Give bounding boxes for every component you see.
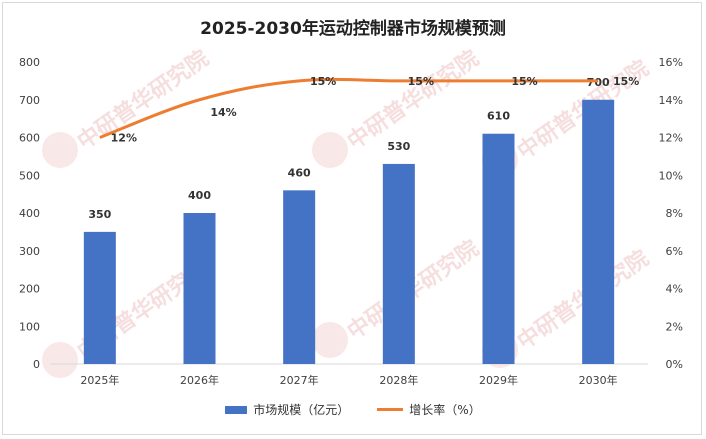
x-tick-label: 2028年 bbox=[379, 373, 418, 387]
right-tick-label: 4% bbox=[666, 283, 683, 296]
legend-label-bar: 市场规模（亿元） bbox=[253, 403, 350, 417]
watermark-layer: 中研普华研究院中研普华研究院中研普华研究院中研普华研究院中研普华研究院中研普华研… bbox=[42, 45, 654, 378]
bar bbox=[83, 231, 116, 364]
bar-data-label: 400 bbox=[188, 189, 211, 202]
watermark-text: 中研普华研究院 bbox=[343, 45, 484, 155]
bar bbox=[582, 99, 615, 364]
legend-swatch-bar bbox=[225, 405, 248, 414]
chart-title: 2025-2030年运动控制器市场规模预测 bbox=[200, 19, 506, 39]
bar-data-label: 350 bbox=[88, 208, 111, 221]
x-tick-label: 2030年 bbox=[579, 373, 618, 387]
legend-label-line: 增长率（%） bbox=[409, 403, 481, 417]
x-tick-label: 2026年 bbox=[180, 373, 219, 387]
left-tick-label: 600 bbox=[19, 132, 40, 145]
watermark-text: 中研普华研究院 bbox=[73, 45, 214, 155]
line-data-label: 15% bbox=[408, 75, 434, 88]
legend: 市场规模（亿元） 增长率（%） bbox=[0, 401, 706, 418]
right-tick-label: 2% bbox=[666, 320, 683, 333]
bar-data-label: 610 bbox=[487, 110, 510, 123]
line-data-label: 15% bbox=[613, 75, 639, 88]
bar-data-label: 460 bbox=[288, 166, 311, 179]
bar bbox=[183, 213, 216, 364]
watermark-seal bbox=[312, 322, 348, 358]
legend-item-bar: 市场规模（亿元） bbox=[225, 401, 349, 418]
line-data-label: 15% bbox=[310, 75, 336, 88]
left-tick-label: 300 bbox=[19, 245, 40, 258]
bar bbox=[283, 190, 316, 364]
watermark-seal bbox=[42, 342, 78, 378]
right-tick-label: 10% bbox=[659, 169, 683, 182]
line-data-label: 12% bbox=[111, 132, 137, 145]
line-labels: 12% 14% 15% 15% 15% 15% bbox=[111, 75, 640, 145]
left-tick-label: 100 bbox=[19, 320, 40, 333]
right-tick-label: 6% bbox=[666, 245, 683, 258]
left-tick-label: 400 bbox=[19, 207, 40, 220]
left-tick-label: 800 bbox=[19, 56, 40, 69]
growth-rate-line bbox=[99, 77, 599, 139]
left-tick-label: 200 bbox=[19, 283, 40, 296]
x-tick-label: 2027年 bbox=[280, 373, 319, 387]
left-axis: 0 100 200 300 400 500 600 700 800 bbox=[19, 56, 40, 371]
line-data-label: 14% bbox=[210, 106, 236, 119]
right-tick-label: 14% bbox=[659, 94, 683, 107]
right-tick-label: 8% bbox=[666, 207, 683, 220]
x-tick-label: 2029年 bbox=[479, 373, 518, 387]
watermark-seal bbox=[42, 132, 78, 168]
bar-data-label: 530 bbox=[387, 140, 410, 153]
right-tick-label: 12% bbox=[659, 132, 683, 145]
right-axis: 0% 2% 4% 6% 8% 10% 12% 14% 16% bbox=[659, 56, 683, 371]
watermark-seal bbox=[312, 132, 348, 168]
bar-series bbox=[83, 99, 615, 364]
bar bbox=[382, 163, 415, 364]
x-tick-label: 2025年 bbox=[80, 373, 119, 387]
left-tick-label: 500 bbox=[19, 169, 40, 182]
right-tick-label: 16% bbox=[659, 56, 683, 69]
legend-swatch-line bbox=[377, 408, 404, 411]
bar bbox=[482, 133, 515, 364]
line-data-label: 15% bbox=[511, 75, 537, 88]
left-tick-label: 0 bbox=[33, 358, 40, 371]
legend-item-line: 增长率（%） bbox=[377, 401, 481, 418]
x-axis: 2025年 2026年 2027年 2028年 2029年 2030年 bbox=[80, 373, 617, 387]
bar-data-label: 700 bbox=[587, 76, 610, 89]
left-tick-label: 700 bbox=[19, 94, 40, 107]
right-tick-label: 0% bbox=[666, 358, 683, 371]
bar-labels: 350 400 460 530 610 700 bbox=[88, 76, 610, 221]
